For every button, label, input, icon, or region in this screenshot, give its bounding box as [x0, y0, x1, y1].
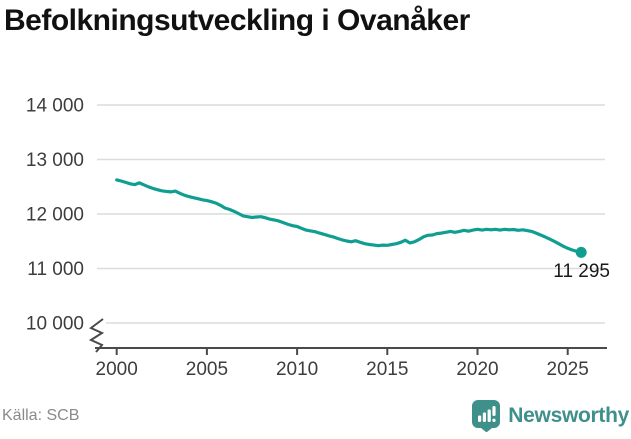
chart-title: Befolkningsutveckling i Ovanåker: [4, 4, 470, 37]
footer: Källa: SCB Newsworthy: [0, 397, 631, 439]
x-axis-tick-label: 2015: [366, 359, 408, 380]
x-axis-tick-label: 2020: [456, 359, 498, 380]
gridlines: [97, 104, 605, 324]
y-axis-tick-label: 11 000: [27, 259, 84, 280]
x-axis-ticks: [115, 348, 569, 355]
y-axis-tick-label: 14 000: [26, 96, 84, 117]
population-series-line: [115, 178, 583, 254]
y-axis-tick-label: 13 000: [26, 150, 84, 171]
x-axis-tick-label: 2010: [276, 359, 318, 380]
last-point-value-label: 11 295: [553, 261, 610, 282]
source-label: Källa: SCB: [2, 407, 80, 424]
x-axis-tick-label: 2005: [186, 359, 228, 380]
y-axis-tick-label: 10 000: [26, 314, 84, 335]
y-axis-labels: 14 000 13 000 12 000 11 000 10 000: [26, 96, 84, 335]
newsworthy-barchart-exclamation-icon: [472, 400, 501, 432]
x-axis-tick-label: 2000: [96, 359, 138, 380]
last-point-marker: [575, 246, 587, 258]
axis-break-icon: [88, 318, 105, 353]
newsworthy-logo[interactable]: Newsworthy: [472, 400, 629, 432]
x-axis-tick-label: 2025: [547, 359, 589, 380]
x-axis-labels: 2000 2005 2010 2015 2020 2025: [96, 359, 589, 380]
y-axis-tick-label: 12 000: [26, 205, 84, 226]
newsworthy-wordmark: Newsworthy: [508, 404, 629, 427]
